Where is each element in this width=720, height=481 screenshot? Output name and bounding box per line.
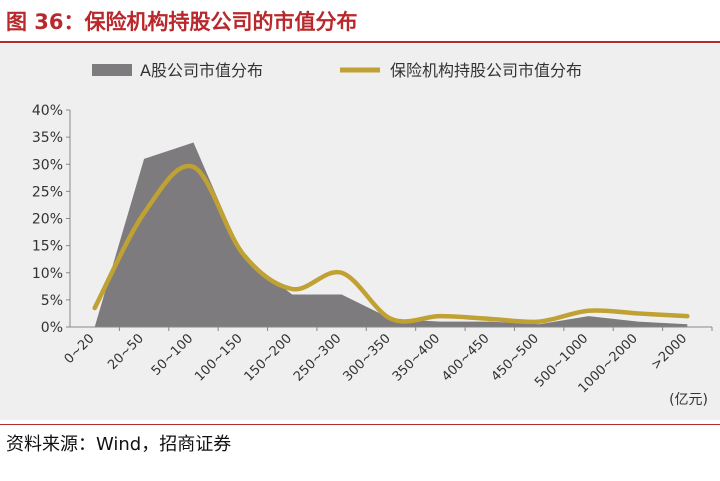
y-tick-label: 10% bbox=[32, 266, 63, 282]
y-tick-label: 20% bbox=[32, 212, 63, 228]
x-tick-label: 50~100 bbox=[149, 331, 197, 379]
y-tick-label: 30% bbox=[32, 157, 63, 173]
x-tick-label: 100~150 bbox=[192, 331, 245, 384]
x-tick-label: 20~50 bbox=[105, 331, 147, 373]
plot-area: 0% 5% 10% 15% 20% 25% 30% 35% 40% 0~20 20~50 50~100… bbox=[32, 103, 713, 408]
legend-swatch-area bbox=[92, 64, 132, 76]
y-tick-label: 5% bbox=[41, 293, 63, 309]
y-tick-label: 0% bbox=[41, 320, 63, 336]
series-line-insurer bbox=[92, 163, 690, 325]
x-tick-label: 0~20 bbox=[62, 331, 98, 367]
source-note: 资料来源：Wind，招商证券 bbox=[6, 434, 232, 455]
chart-panel bbox=[0, 44, 720, 420]
title-rule bbox=[0, 41, 720, 43]
x-tick-label: 300~350 bbox=[340, 331, 393, 384]
x-tick-label: 150~200 bbox=[242, 331, 295, 384]
y-tick-label: 15% bbox=[32, 239, 63, 255]
x-tick-label: 350~400 bbox=[390, 331, 443, 384]
y-tick-label: 25% bbox=[32, 184, 63, 200]
legend-label-area: A股公司市值分布 bbox=[140, 61, 263, 80]
y-tick-label: 40% bbox=[32, 103, 63, 119]
x-unit-label: (亿元) bbox=[669, 392, 708, 408]
x-tick-label: 400~450 bbox=[439, 331, 492, 384]
legend: A股公司市值分布 保险机构持股公司市值分布 bbox=[92, 61, 582, 80]
bottom-rule bbox=[0, 424, 720, 425]
x-tick-label: 250~300 bbox=[291, 331, 344, 384]
series-area-a-share bbox=[94, 142, 688, 327]
x-tick-label: >2000 bbox=[648, 331, 690, 373]
legend-label-line: 保险机构持股公司市值分布 bbox=[390, 61, 582, 80]
y-tick-label: 35% bbox=[32, 130, 63, 146]
figure-title: 图 36：保险机构持股公司的市值分布 bbox=[6, 10, 358, 34]
